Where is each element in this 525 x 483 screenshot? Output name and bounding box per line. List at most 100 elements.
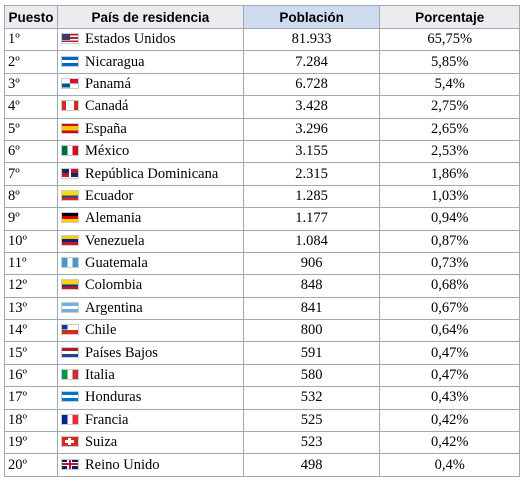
population-cell: 81.933 xyxy=(242,27,381,52)
cell-text: 0,73% xyxy=(430,255,469,272)
cell-text: 2º xyxy=(8,53,20,70)
flag-icon xyxy=(60,301,79,313)
country-cell: Ecuador xyxy=(56,184,244,209)
rank-cell: 10º xyxy=(4,229,58,253)
population-cell: 591 xyxy=(242,341,381,365)
rank-cell: 7º xyxy=(4,162,58,186)
table-head: Puesto País de residencia Población Porcent… xyxy=(4,5,520,29)
country-cell: Chile xyxy=(56,319,244,343)
cell-text: 11º xyxy=(8,255,27,272)
flag-icon xyxy=(60,346,79,358)
country-cell: Italia xyxy=(56,363,244,388)
cell-text: Francia xyxy=(84,411,129,428)
rank-cell: 14º xyxy=(4,319,58,343)
table-row: 18º Francia 525 0,42% xyxy=(4,408,520,433)
cell-text: 591 xyxy=(300,344,323,361)
flag-icon xyxy=(60,33,79,45)
percentage-cell: 1,03% xyxy=(379,184,520,209)
rank-cell: 15º xyxy=(4,341,58,365)
flag-icon xyxy=(60,458,79,470)
percentage-cell: 0,94% xyxy=(379,207,520,231)
flag-icon xyxy=(60,369,79,381)
table-row: 17º Honduras 532 0,43% xyxy=(4,386,520,410)
percentage-cell: 5,4% xyxy=(379,72,520,97)
population-cell: 3.155 xyxy=(242,139,381,164)
flag-icon xyxy=(60,436,79,448)
table-row: 6º México 3.155 2,53% xyxy=(4,139,520,164)
cell-text: 6.728 xyxy=(295,75,328,92)
population-cell: 3.428 xyxy=(242,95,381,119)
cell-text: 1.084 xyxy=(295,232,328,249)
header-row: Puesto País de residencia Población Porcent… xyxy=(4,5,520,29)
cell-text: 65,75% xyxy=(427,31,473,48)
cell-text: 2,53% xyxy=(430,143,469,160)
cell-text: 7º xyxy=(8,165,20,182)
country-cell: República Dominicana xyxy=(56,162,244,186)
cell-text: 1.285 xyxy=(295,187,328,204)
country-cell: Suiza xyxy=(56,431,244,455)
table-row: 11º Guatemala 906 0,73% xyxy=(4,251,520,276)
population-cell: 800 xyxy=(242,319,381,343)
population-cell: 841 xyxy=(242,296,381,321)
cell-text: Venezuela xyxy=(84,232,145,249)
percentage-cell: 0,43% xyxy=(379,386,520,410)
cell-text: 13º xyxy=(8,299,27,316)
percentage-cell: 0,67% xyxy=(379,296,520,321)
country-cell: Francia xyxy=(56,408,244,433)
cell-text: 2,75% xyxy=(430,98,469,115)
flag-icon xyxy=(60,257,79,269)
country-cell: Canadá xyxy=(56,95,244,119)
population-table: Puesto País de residencia Población Porcent… xyxy=(4,5,520,477)
percentage-cell: 2,53% xyxy=(379,139,520,164)
cell-text: 0,4% xyxy=(434,456,465,473)
rank-cell: 19º xyxy=(4,431,58,455)
cell-text: 841 xyxy=(300,299,323,316)
table-row: 10º Venezuela 1.084 0,87% xyxy=(4,229,520,253)
country-cell: Venezuela xyxy=(56,229,244,253)
cell-text: Argentina xyxy=(84,299,143,316)
rank-cell: 13º xyxy=(4,296,58,321)
flag-icon xyxy=(60,234,79,246)
column-header: Puesto xyxy=(4,5,58,29)
percentage-cell: 0,47% xyxy=(379,363,520,388)
flag-icon xyxy=(60,324,79,336)
cell-text: Alemania xyxy=(84,210,142,227)
cell-text: 19º xyxy=(8,434,27,451)
cell-text: Honduras xyxy=(84,389,142,406)
table-row: 13º Argentina 841 0,67% xyxy=(4,296,520,321)
cell-text: 525 xyxy=(300,411,323,428)
country-cell: Argentina xyxy=(56,296,244,321)
rank-cell: 2º xyxy=(4,50,58,74)
table-row: 19º Suiza 523 0,42% xyxy=(4,431,520,455)
column-header: Porcentaje xyxy=(379,5,520,29)
cell-text: País de residencia xyxy=(91,9,210,25)
percentage-cell: 1,86% xyxy=(379,162,520,186)
population-cell: 3.296 xyxy=(242,117,381,141)
table-row: 5º España 3.296 2,65% xyxy=(4,117,520,141)
cell-text: 1,86% xyxy=(430,165,469,182)
cell-text: 5º xyxy=(8,120,20,137)
percentage-cell: 2,65% xyxy=(379,117,520,141)
rank-cell: 12º xyxy=(4,274,58,298)
cell-text: 0,67% xyxy=(430,299,469,316)
population-cell: 580 xyxy=(242,363,381,388)
cell-text: España xyxy=(84,120,127,137)
cell-text: 800 xyxy=(300,322,323,339)
cell-text: 1,03% xyxy=(430,187,469,204)
cell-text: 0,43% xyxy=(430,389,469,406)
cell-text: Italia xyxy=(84,367,115,384)
column-header: País de residencia xyxy=(56,5,244,29)
rank-cell: 11º xyxy=(4,251,58,276)
percentage-cell: 0,4% xyxy=(379,453,520,477)
cell-text: Puesto xyxy=(8,9,54,25)
country-cell: Panamá xyxy=(56,72,244,97)
table-row: 4º Canadá 3.428 2,75% xyxy=(4,95,520,119)
flag-icon xyxy=(60,100,79,112)
cell-text: 532 xyxy=(300,389,323,406)
flag-icon xyxy=(60,212,79,224)
percentage-cell: 0,73% xyxy=(379,251,520,276)
percentage-cell: 0,42% xyxy=(379,431,520,455)
cell-text: Reino Unido xyxy=(84,456,160,473)
cell-text: 81.933 xyxy=(291,31,332,48)
cell-text: 0,42% xyxy=(430,411,469,428)
